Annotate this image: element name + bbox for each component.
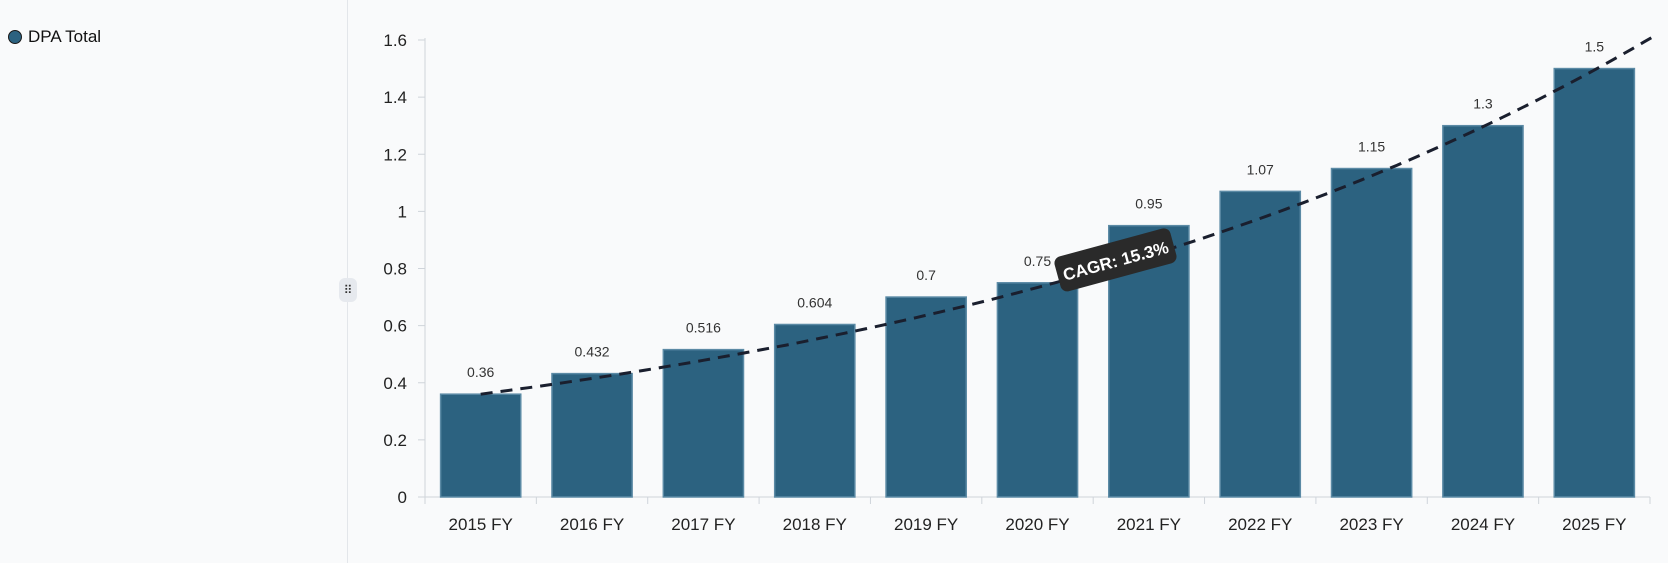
bar-data-label: 1.3 bbox=[1473, 96, 1493, 112]
y-tick-label: 1 bbox=[398, 202, 407, 221]
bar-data-label: 0.516 bbox=[686, 320, 721, 336]
bar bbox=[1442, 124, 1524, 498]
y-tick-label: 0.4 bbox=[383, 374, 407, 393]
cagr-annotation-bg bbox=[1054, 228, 1177, 292]
legend-item-dpa-total[interactable]: DPA Total bbox=[8, 27, 101, 47]
bar bbox=[885, 296, 967, 498]
x-tick-label: 2017 FY bbox=[671, 515, 735, 534]
legend-swatch bbox=[8, 30, 22, 44]
x-tick-label: 2025 FY bbox=[1562, 515, 1626, 534]
x-tick-label: 2016 FY bbox=[560, 515, 624, 534]
bar bbox=[1219, 190, 1302, 498]
x-tick-label: 2018 FY bbox=[783, 515, 847, 534]
y-tick-label: 0.2 bbox=[383, 431, 407, 450]
x-axis: 2015 FY 2016 FY 2017 FY 2018 FY 2019 FY 2020 … bbox=[424, 496, 1651, 534]
bar bbox=[551, 372, 633, 498]
x-tick-label: 2022 FY bbox=[1228, 515, 1292, 534]
bar bbox=[1330, 167, 1413, 498]
bar-data-label: 0.604 bbox=[797, 294, 832, 310]
y-tick-label: 0.6 bbox=[383, 317, 407, 336]
bar-data-label: 1.15 bbox=[1358, 139, 1385, 155]
x-tick-label: 2023 FY bbox=[1339, 515, 1403, 534]
bar-data-label: 1.5 bbox=[1585, 39, 1605, 55]
bar-data-label: 0.75 bbox=[1024, 253, 1051, 269]
y-tick-label: 1.6 bbox=[383, 31, 407, 50]
x-tick-label: 2015 FY bbox=[449, 515, 513, 534]
y-tick-label: 1.4 bbox=[383, 88, 407, 107]
drag-handle-icon[interactable]: ⠿ bbox=[339, 278, 357, 302]
bar-data-label: 0.36 bbox=[467, 364, 494, 380]
bar-data-label: 1.07 bbox=[1247, 161, 1274, 177]
bar bbox=[996, 282, 1079, 498]
bar-data-label: 0.432 bbox=[575, 344, 610, 360]
bar-data-label: 0.7 bbox=[916, 267, 936, 283]
bar bbox=[1553, 67, 1636, 498]
bar-series bbox=[439, 67, 1636, 498]
y-tick-label: 0.8 bbox=[383, 260, 407, 279]
bar-data-labels: 0.36 0.432 0.516 0.604 0.7 0.75 0.95 1.07 1.15 1.… bbox=[467, 39, 1604, 381]
bar bbox=[662, 348, 745, 498]
x-tick-label: 2020 FY bbox=[1005, 515, 1069, 534]
x-tick-label: 2024 FY bbox=[1451, 515, 1515, 534]
legend-label: DPA Total bbox=[28, 27, 102, 46]
bar-data-label: 0.95 bbox=[1135, 196, 1162, 212]
y-tick-label: 0 bbox=[398, 488, 407, 507]
x-tick-label: 2021 FY bbox=[1117, 515, 1181, 534]
bar bbox=[439, 393, 522, 498]
x-tick-label: 2019 FY bbox=[894, 515, 958, 534]
y-tick-label: 1.2 bbox=[383, 145, 407, 164]
bar bbox=[773, 323, 856, 498]
y-axis: 0 0.2 0.4 0.6 0.8 1 1.2 1.4 1.6 bbox=[383, 31, 426, 507]
